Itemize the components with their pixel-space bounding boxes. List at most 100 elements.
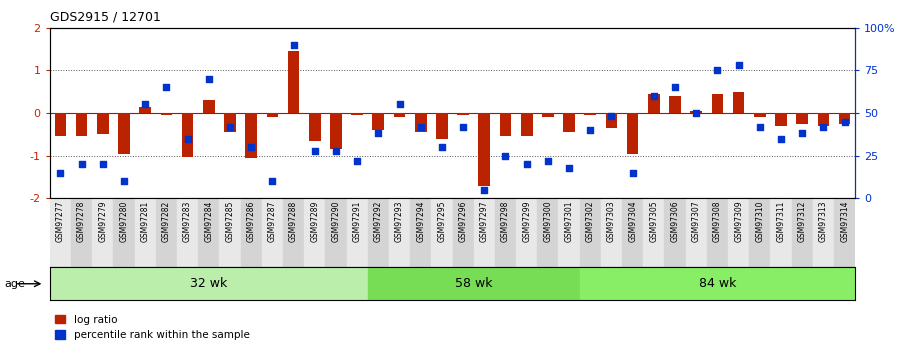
Bar <box>452 198 473 267</box>
Bar <box>457 113 469 115</box>
Bar <box>92 198 113 267</box>
Text: GSM97305: GSM97305 <box>650 200 658 242</box>
Point <box>371 131 386 136</box>
Point <box>392 102 406 107</box>
Point <box>753 124 767 129</box>
Text: GSM97309: GSM97309 <box>734 200 743 242</box>
Text: GSM97314: GSM97314 <box>840 200 849 242</box>
Bar <box>394 113 405 117</box>
Text: GSM97308: GSM97308 <box>713 200 722 242</box>
Bar <box>241 198 262 267</box>
Point <box>414 124 428 129</box>
Bar <box>410 198 432 267</box>
Point <box>668 85 682 90</box>
Bar <box>749 198 770 267</box>
Bar <box>367 267 580 300</box>
Bar <box>283 198 304 267</box>
Point <box>562 165 576 170</box>
Bar <box>309 113 320 141</box>
Text: GSM97294: GSM97294 <box>416 200 425 242</box>
Text: GSM97307: GSM97307 <box>691 200 700 242</box>
Bar <box>792 198 813 267</box>
Text: GSM97298: GSM97298 <box>501 200 510 242</box>
Text: 32 wk: 32 wk <box>190 277 227 290</box>
Point <box>795 131 809 136</box>
Text: GSM97304: GSM97304 <box>628 200 637 242</box>
Text: GSM97289: GSM97289 <box>310 200 319 242</box>
Point <box>456 124 471 129</box>
Point <box>53 170 68 176</box>
Text: GSM97296: GSM97296 <box>459 200 468 242</box>
Text: GSM97283: GSM97283 <box>183 200 192 242</box>
Bar <box>664 198 686 267</box>
Bar <box>580 198 601 267</box>
Bar <box>473 198 495 267</box>
Bar <box>500 113 511 137</box>
Text: GSM97297: GSM97297 <box>480 200 489 242</box>
Bar <box>389 198 410 267</box>
Text: GSM97310: GSM97310 <box>756 200 765 242</box>
Bar <box>160 113 172 115</box>
Bar <box>219 198 241 267</box>
Bar <box>521 113 532 137</box>
Bar <box>97 113 109 134</box>
Point <box>202 76 216 81</box>
Text: GSM97303: GSM97303 <box>607 200 616 242</box>
Point <box>350 158 365 164</box>
Point <box>138 102 152 107</box>
Bar <box>135 198 156 267</box>
Bar <box>643 198 664 267</box>
Bar <box>563 113 575 132</box>
Bar <box>367 198 389 267</box>
Bar <box>50 267 367 300</box>
Bar <box>733 92 745 113</box>
Point <box>265 178 280 184</box>
Text: GSM97284: GSM97284 <box>205 200 214 242</box>
Bar <box>436 113 448 139</box>
Bar <box>71 198 92 267</box>
Text: 84 wk: 84 wk <box>699 277 736 290</box>
Bar <box>139 107 151 113</box>
Bar <box>177 198 198 267</box>
Point <box>329 148 343 153</box>
Text: age: age <box>5 279 25 289</box>
Bar <box>516 198 538 267</box>
Bar <box>351 113 363 115</box>
Point <box>625 170 640 176</box>
Bar <box>479 113 491 186</box>
Bar <box>224 113 236 132</box>
Text: 58 wk: 58 wk <box>455 277 492 290</box>
Bar <box>558 198 580 267</box>
Bar <box>796 113 808 124</box>
Bar <box>245 113 257 158</box>
Point <box>816 124 831 129</box>
Point <box>605 114 619 119</box>
Bar <box>330 113 342 149</box>
Bar <box>601 198 622 267</box>
Bar <box>707 198 728 267</box>
Bar <box>817 113 829 126</box>
Text: GSM97280: GSM97280 <box>119 200 129 242</box>
Point <box>646 93 661 99</box>
Bar <box>50 198 71 267</box>
Text: GSM97313: GSM97313 <box>819 200 828 242</box>
Text: GDS2915 / 12701: GDS2915 / 12701 <box>50 10 161 23</box>
Text: GSM97282: GSM97282 <box>162 200 171 242</box>
Bar <box>203 100 214 113</box>
Text: GSM97277: GSM97277 <box>56 200 65 242</box>
Point <box>540 158 555 164</box>
Point <box>774 136 788 141</box>
Bar <box>648 94 660 113</box>
Point <box>499 153 513 158</box>
Bar <box>304 198 325 267</box>
Bar <box>728 198 749 267</box>
Bar <box>347 198 367 267</box>
Point <box>710 68 725 73</box>
Bar <box>622 198 643 267</box>
Bar <box>839 113 851 124</box>
Text: GSM97279: GSM97279 <box>99 200 108 242</box>
Point <box>117 178 131 184</box>
Text: GSM97291: GSM97291 <box>353 200 362 242</box>
Bar <box>76 113 88 137</box>
Point <box>223 124 237 129</box>
